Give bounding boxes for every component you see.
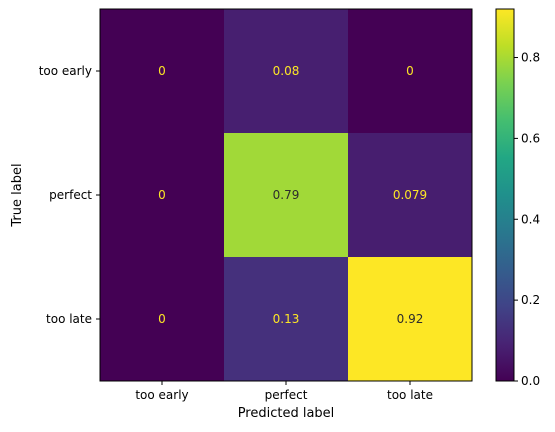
cell-value-label: 0 — [158, 64, 166, 78]
x-tick-label: perfect — [265, 388, 308, 402]
cell-value-label: 0.13 — [273, 312, 300, 326]
colorbar-tick-label: 0.0 — [521, 374, 540, 388]
heatmap-cell — [224, 133, 348, 257]
x-tick-label: too early — [135, 388, 188, 402]
cell-value-label: 0 — [406, 64, 414, 78]
heatmap-cell — [224, 257, 348, 381]
heatmap-cell-labels: 0 0.08 0 0 0.79 0.079 0 0.13 0.92 — [158, 64, 427, 326]
heatmap-cell — [348, 257, 472, 381]
heatmap-cell — [224, 9, 348, 133]
cell-value-label: 0.92 — [397, 312, 424, 326]
heatmap-cell — [100, 257, 224, 381]
cell-value-label: 0.79 — [273, 188, 300, 202]
x-tick-label: too late — [387, 388, 433, 402]
cell-value-label: 0 — [158, 312, 166, 326]
colorbar-tick-label: 0.8 — [521, 51, 540, 65]
cell-value-label: 0.079 — [393, 188, 427, 202]
cell-value-label: 0 — [158, 188, 166, 202]
colorbar — [495, 8, 515, 382]
x-axis-ticks: too early perfect too late — [135, 381, 433, 402]
y-tick-label: perfect — [49, 188, 92, 202]
y-axis-label: True label — [10, 163, 25, 227]
y-tick-label: too early — [39, 64, 92, 78]
x-axis-label: Predicted label — [238, 406, 335, 421]
heatmap-cell — [100, 133, 224, 257]
heatmap-cell — [348, 133, 472, 257]
heatmap-cells — [100, 9, 472, 381]
heatmap-cell — [348, 9, 472, 133]
y-tick-label: too late — [46, 312, 92, 326]
cell-value-label: 0.08 — [273, 64, 300, 78]
colorbar-ticks: 0.0 0.2 0.4 0.6 0.8 — [514, 51, 540, 388]
y-axis-ticks: too early perfect too late — [39, 64, 100, 326]
colorbar-tick-label: 0.6 — [521, 131, 540, 145]
colorbar-tick-label: 0.2 — [521, 293, 540, 307]
colorbar-tick-label: 0.4 — [521, 212, 540, 226]
heatmap-cell — [100, 9, 224, 133]
